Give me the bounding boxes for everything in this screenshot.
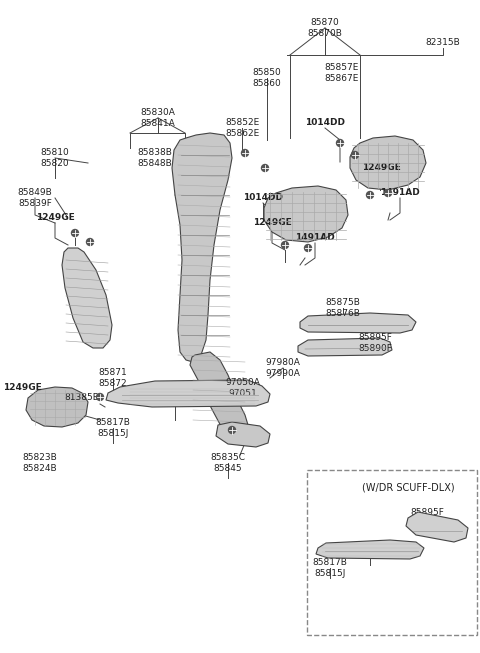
Circle shape	[351, 151, 359, 159]
Text: 85871
85872: 85871 85872	[98, 368, 127, 388]
Polygon shape	[350, 136, 426, 190]
Text: 1491AD: 1491AD	[295, 233, 335, 242]
Circle shape	[281, 242, 288, 249]
Circle shape	[304, 244, 312, 251]
Circle shape	[241, 150, 249, 157]
Text: 85875B
85876B: 85875B 85876B	[325, 298, 360, 318]
Text: 85838B
85848B: 85838B 85848B	[138, 148, 172, 168]
Polygon shape	[62, 248, 112, 348]
Text: 85830A
85841A: 85830A 85841A	[141, 108, 175, 128]
Text: 85849B
85839F: 85849B 85839F	[18, 188, 52, 208]
Polygon shape	[216, 422, 270, 447]
Text: 1249GE: 1249GE	[36, 213, 74, 222]
Text: 85870
85870B: 85870 85870B	[308, 18, 342, 38]
Text: 97050A
97051: 97050A 97051	[226, 378, 261, 398]
Polygon shape	[300, 313, 416, 333]
Polygon shape	[316, 540, 424, 559]
Text: 97980A
97990A: 97980A 97990A	[265, 358, 300, 378]
Text: 85810
85820: 85810 85820	[41, 148, 70, 168]
Text: (W/DR SCUFF-DLX): (W/DR SCUFF-DLX)	[362, 483, 455, 493]
Text: 85895F
85890F: 85895F 85890F	[410, 508, 444, 528]
Text: 85895F
85890F: 85895F 85890F	[358, 333, 392, 353]
Text: 85857E
85867E: 85857E 85867E	[325, 63, 359, 83]
Text: 1014DD: 1014DD	[243, 193, 283, 202]
Bar	[307, 470, 477, 635]
Polygon shape	[26, 387, 88, 427]
Circle shape	[72, 229, 79, 236]
Text: 85852E
85862E: 85852E 85862E	[225, 118, 259, 138]
Circle shape	[367, 191, 373, 199]
Polygon shape	[172, 133, 232, 362]
Text: 81385B: 81385B	[65, 393, 99, 402]
Polygon shape	[298, 338, 392, 356]
Text: 82315B: 82315B	[426, 38, 460, 47]
Circle shape	[336, 140, 344, 146]
Text: 1249GE: 1249GE	[361, 163, 400, 172]
Polygon shape	[190, 352, 248, 433]
Polygon shape	[406, 512, 468, 542]
Polygon shape	[106, 380, 270, 407]
Text: 85835C
85845: 85835C 85845	[211, 453, 245, 473]
Circle shape	[96, 394, 104, 400]
Text: 85823B
85824B: 85823B 85824B	[23, 453, 58, 473]
Text: 85817B
85815J: 85817B 85815J	[96, 418, 131, 438]
Text: 85817B
85815J: 85817B 85815J	[312, 558, 348, 578]
Circle shape	[262, 165, 268, 172]
Text: 1249GE: 1249GE	[2, 383, 41, 392]
Text: 85850
85860: 85850 85860	[252, 68, 281, 88]
Text: 1249GE: 1249GE	[252, 218, 291, 227]
Circle shape	[86, 238, 94, 246]
Polygon shape	[264, 186, 348, 242]
Text: 1014DD: 1014DD	[305, 118, 345, 127]
Text: 1491AD: 1491AD	[380, 188, 420, 197]
Circle shape	[384, 189, 392, 197]
Circle shape	[228, 426, 236, 434]
